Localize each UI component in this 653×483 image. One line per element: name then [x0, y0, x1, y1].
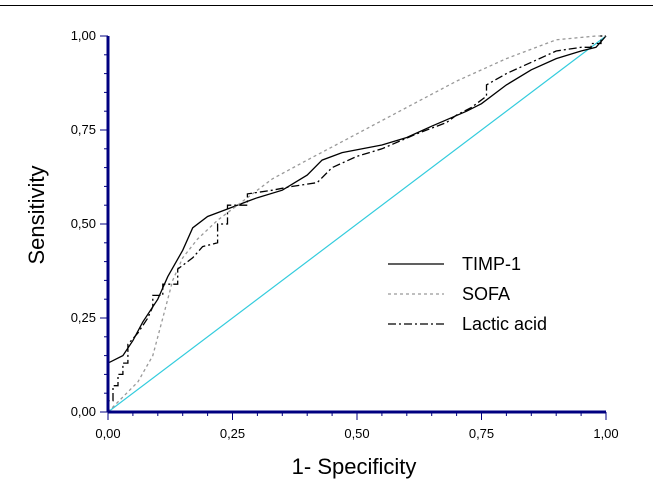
y-tick-label: 0,00 — [71, 404, 96, 419]
y-tick-label: 1,00 — [71, 28, 96, 43]
y-tick-label: 0,50 — [71, 216, 96, 231]
series-line-sofa — [107, 35, 606, 413]
x-axis-title: 1- Specificity — [292, 454, 417, 479]
legend-label-timp-1: TIMP-1 — [462, 254, 521, 274]
x-tick-label: 0,75 — [469, 426, 494, 441]
top-divider-line — [0, 5, 653, 6]
x-tick-label: 0,25 — [220, 426, 245, 441]
y-axis-title: Sensitivity — [24, 165, 49, 264]
series-line-timp-1 — [107, 35, 607, 412]
y-tick-label: 0,25 — [71, 310, 96, 325]
chart-legend: TIMP-1 SOFA Lactic acid — [388, 254, 547, 334]
x-tick-label: 1,00 — [593, 426, 618, 441]
x-tick-label: 0,00 — [95, 426, 120, 441]
legend-label-sofa: SOFA — [462, 284, 510, 304]
y-tick-label: 0,75 — [71, 122, 96, 137]
reference-diagonal-line — [107, 35, 607, 413]
series-line-lactic-acid — [107, 35, 606, 412]
legend-label-lactic-acid: Lactic acid — [462, 314, 547, 334]
x-tick-label: 0,50 — [344, 426, 369, 441]
